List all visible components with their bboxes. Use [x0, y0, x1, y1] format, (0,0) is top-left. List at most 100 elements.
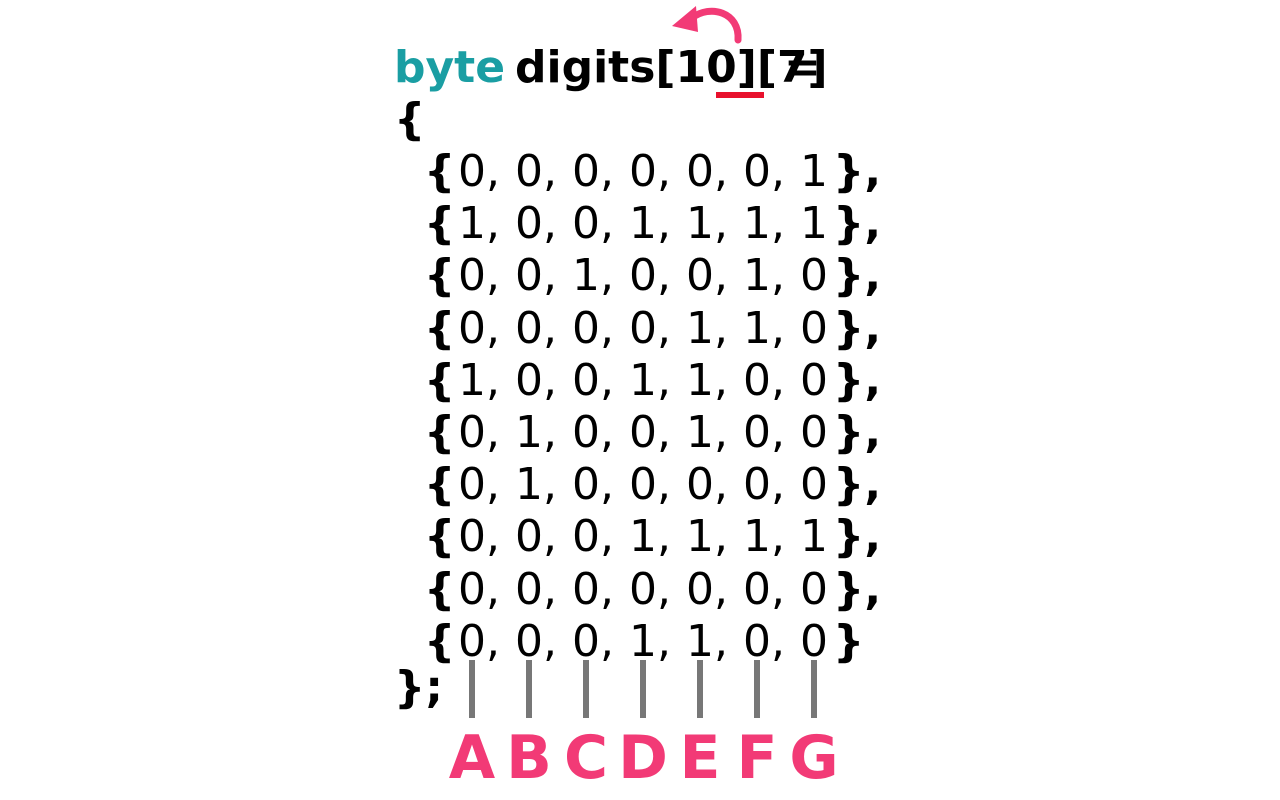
value-separator: ,: [600, 198, 614, 250]
segment-value: 0: [572, 146, 600, 197]
value-separator: ,: [657, 302, 671, 354]
value-separator: ,: [543, 354, 557, 406]
segment-label: C: [563, 723, 609, 793]
dimension-underline: [716, 92, 764, 98]
segment-value: 0: [515, 146, 543, 197]
row-close-brace: },: [833, 302, 882, 354]
array-row: {0, 1, 0, 0, 0, 0, 0},: [0, 459, 1280, 511]
value-separator: ,: [486, 302, 500, 354]
value-separator: ,: [600, 302, 614, 354]
segment-value: 0: [515, 354, 543, 406]
value-separator: ,: [714, 407, 728, 458]
segment-label: B: [506, 723, 552, 793]
array-row: {0, 0, 0, 0, 1, 1, 0},: [0, 303, 1280, 355]
segment-value: 1: [743, 250, 771, 302]
column-tick: [469, 660, 475, 718]
segment-label: A: [448, 723, 496, 793]
segment-value: 0: [458, 563, 486, 615]
row-close-brace: },: [833, 146, 882, 197]
segment-value: 1: [629, 198, 657, 250]
value-separator: ,: [600, 407, 614, 458]
value-separator: ,: [600, 511, 614, 563]
segment-label: F: [736, 723, 778, 793]
row-open-brace: {: [424, 563, 456, 615]
row-close-brace: },: [833, 511, 882, 563]
row-open-brace: {: [424, 407, 456, 458]
column-tick: [754, 660, 760, 718]
segment-value: 1: [458, 198, 486, 250]
value-separator: ,: [771, 407, 785, 458]
value-separator: ,: [771, 302, 785, 354]
segment-value: 0: [572, 354, 600, 406]
segment-value: 1: [800, 511, 828, 563]
value-separator: ,: [486, 250, 500, 302]
segment-value: 1: [629, 511, 657, 563]
value-separator: ,: [657, 146, 671, 197]
value-separator: ,: [486, 511, 500, 563]
segment-value: 0: [458, 146, 486, 197]
segment-value: 0: [572, 511, 600, 563]
row-open-brace: {: [424, 146, 456, 197]
segment-value: 0: [743, 407, 771, 458]
column-tick: [811, 660, 817, 718]
segment-label: D: [618, 723, 668, 793]
curved-arrow-icon: [672, 6, 742, 44]
type-keyword: byte: [394, 42, 506, 93]
segment-value: 1: [686, 354, 714, 406]
value-separator: ,: [771, 250, 785, 302]
row-open-brace: {: [424, 511, 456, 563]
value-separator: ,: [771, 511, 785, 563]
row-close-brace: },: [833, 198, 882, 250]
value-separator: ,: [714, 615, 728, 667]
row-close-brace: },: [833, 354, 882, 406]
value-separator: ,: [543, 563, 557, 615]
value-separator: ,: [543, 459, 557, 511]
segment-value: 0: [515, 615, 543, 667]
segment-value: 0: [800, 615, 828, 667]
segment-value: 0: [629, 302, 657, 354]
segment-value: 0: [686, 563, 714, 615]
column-tick: [583, 660, 589, 718]
segment-value: 0: [800, 407, 828, 458]
segment-value: 0: [800, 302, 828, 354]
segment-value: 1: [572, 250, 600, 302]
array-row: {0, 0, 0, 0, 0, 0, 0},: [0, 564, 1280, 616]
value-separator: ,: [543, 511, 557, 563]
segment-value: 1: [686, 198, 714, 250]
segment-value: 0: [743, 615, 771, 667]
assignment-operator: =: [784, 42, 821, 93]
segment-value: 0: [572, 563, 600, 615]
segment-value: 0: [515, 563, 543, 615]
value-separator: ,: [771, 146, 785, 197]
value-separator: ,: [714, 511, 728, 563]
segment-value: 1: [743, 198, 771, 250]
segment-value: 0: [629, 250, 657, 302]
value-separator: ,: [543, 407, 557, 458]
segment-value: 1: [686, 407, 714, 458]
segment-value: 0: [572, 302, 600, 354]
row-open-brace: {: [424, 615, 456, 667]
value-separator: ,: [657, 198, 671, 250]
array-row: {1, 0, 0, 1, 1, 1, 1},: [0, 198, 1280, 250]
array-declaration: digits[10][7]: [515, 42, 828, 93]
array-row: {0, 0, 1, 0, 0, 1, 0},: [0, 250, 1280, 302]
segment-value: 0: [800, 563, 828, 615]
close-brace: };: [394, 662, 443, 713]
segment-value: 0: [572, 407, 600, 458]
segment-value: 1: [800, 198, 828, 250]
segment-value: 0: [515, 198, 543, 250]
segment-value: 0: [743, 146, 771, 197]
value-separator: ,: [714, 459, 728, 511]
open-brace: {: [394, 94, 426, 145]
value-separator: ,: [657, 563, 671, 615]
segment-value: 1: [629, 615, 657, 667]
value-separator: ,: [486, 146, 500, 197]
value-separator: ,: [771, 459, 785, 511]
segment-value: 1: [686, 615, 714, 667]
value-separator: ,: [600, 146, 614, 197]
row-close-brace: },: [833, 250, 882, 302]
segment-label: G: [789, 723, 839, 793]
segment-value: 1: [743, 302, 771, 354]
array-row: {0, 0, 0, 1, 1, 0, 0}: [0, 616, 1280, 668]
